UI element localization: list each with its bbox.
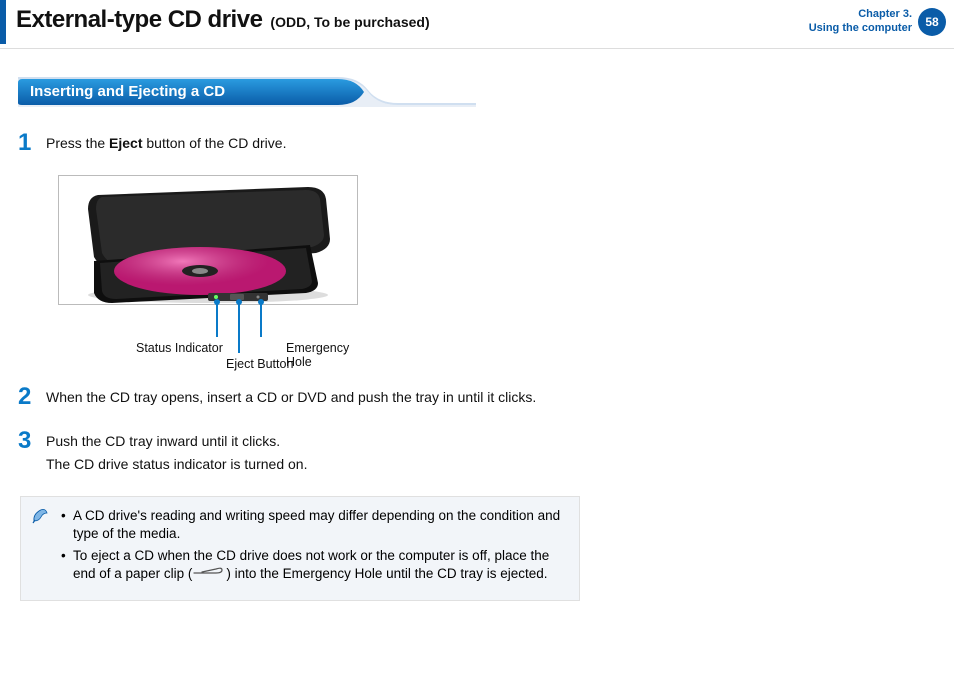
- note-box: A CD drive's reading and writing speed m…: [20, 496, 580, 601]
- page-number-badge: 58: [918, 8, 946, 36]
- header-rule: [0, 48, 954, 49]
- note-2b: ) into the Emergency Hole until the CD t…: [226, 566, 547, 581]
- callout-eject-button: Eject Button: [226, 357, 293, 371]
- step-number: 1: [18, 131, 46, 157]
- pointer-status: [216, 303, 218, 337]
- step2-text: When the CD tray opens, insert a CD or D…: [46, 388, 536, 407]
- figure-callouts: Status Indicator Eject Button Emergency …: [58, 313, 358, 367]
- note-icon: [31, 507, 49, 530]
- chapter-line1: Chapter 3.: [809, 8, 912, 22]
- step-body: Press the Eject button of the CD drive.: [46, 131, 286, 157]
- page-subtitle: (ODD, To be purchased): [270, 14, 429, 30]
- paperclip-icon: [192, 566, 226, 584]
- chapter-label: Chapter 3. Using the computer: [809, 8, 912, 36]
- callout-emergency-hole: Emergency Hole: [286, 341, 358, 369]
- header-right: Chapter 3. Using the computer 58: [809, 0, 954, 44]
- pointer-emergency: [260, 303, 262, 337]
- step-2: 2 When the CD tray opens, insert a CD or…: [18, 385, 592, 411]
- page-title: External-type CD drive: [16, 6, 262, 34]
- section-heading: Inserting and Ejecting a CD: [18, 77, 478, 107]
- step3a-text: Push the CD tray inward until it clicks.: [46, 432, 307, 451]
- cd-drive-figure: [58, 175, 358, 305]
- note-item-2: To eject a CD when the CD drive does not…: [61, 547, 565, 584]
- step-number: 3: [18, 429, 46, 478]
- step-1: 1 Press the Eject button of the CD drive…: [18, 131, 592, 157]
- step-body: Push the CD tray inward until it clicks.…: [46, 429, 307, 478]
- callout-status-indicator: Status Indicator: [136, 341, 223, 355]
- step-number: 2: [18, 385, 46, 411]
- note-item-1: A CD drive's reading and writing speed m…: [61, 507, 565, 543]
- page-header: External-type CD drive (ODD, To be purch…: [0, 0, 954, 44]
- section-heading-text: Inserting and Ejecting a CD: [18, 77, 478, 107]
- step1-bold: Eject: [109, 135, 142, 151]
- step1-post: button of the CD drive.: [143, 135, 287, 151]
- step-3: 3 Push the CD tray inward until it click…: [18, 429, 592, 478]
- step1-pre: Press the: [46, 135, 109, 151]
- main-content: Inserting and Ejecting a CD 1 Press the …: [0, 77, 610, 601]
- chapter-line2: Using the computer: [809, 22, 912, 36]
- step3b-text: The CD drive status indicator is turned …: [46, 455, 307, 474]
- pointer-eject: [238, 303, 240, 353]
- step-body: When the CD tray opens, insert a CD or D…: [46, 385, 536, 411]
